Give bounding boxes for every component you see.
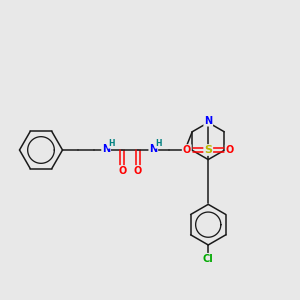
Text: N: N: [204, 116, 212, 126]
Text: O: O: [118, 166, 126, 176]
Text: O: O: [183, 145, 191, 155]
Text: Cl: Cl: [203, 254, 214, 264]
Text: N: N: [149, 144, 157, 154]
Text: O: O: [134, 166, 142, 176]
Text: S: S: [204, 145, 212, 155]
Text: H: H: [108, 139, 115, 148]
Text: N: N: [102, 144, 110, 154]
Text: O: O: [226, 145, 234, 155]
Text: H: H: [155, 139, 162, 148]
